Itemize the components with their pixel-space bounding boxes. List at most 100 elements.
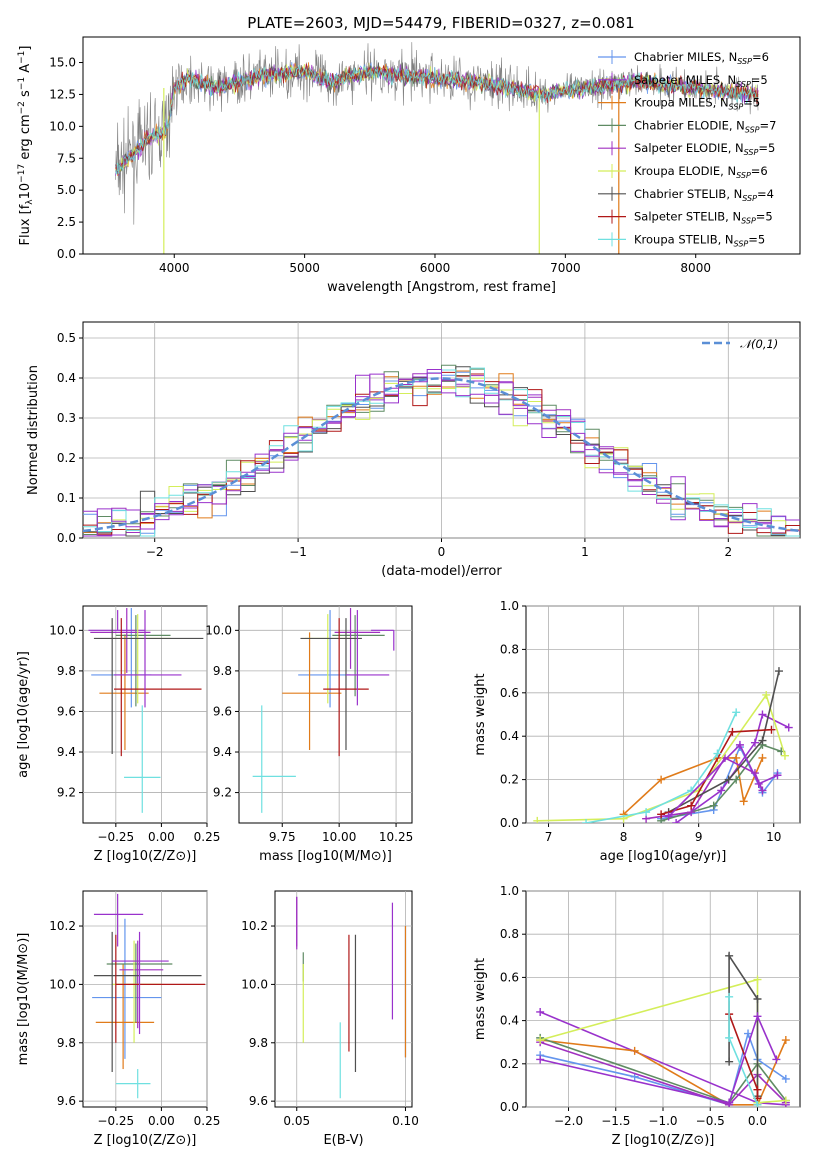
y-tick-label: 9.4 [213,745,232,759]
y-tick-label: 9.8 [57,664,76,678]
y-tick-label: 1.0 [500,599,519,613]
age-vs-Z-ylabel: age [log10(age/yr)] [16,651,31,778]
weight-marker [672,819,681,823]
y-tick-label: 9.2 [213,786,232,800]
x-tick-label: 8000 [680,261,711,275]
weight-marker [744,1029,753,1038]
y-tick-label: 9.4 [57,745,76,759]
weight-line [540,1014,778,1104]
weight-line [539,1041,787,1106]
x-tick-label: 10.25 [379,830,413,844]
x-tick-label: 0.05 [283,1114,310,1128]
weight-marker [767,725,776,734]
y-tick-label: 0.4 [500,729,519,743]
mass-weight-vs-age-xlabel: age [log10(age/yr)] [600,849,727,864]
x-tick-label: 10 [766,830,781,844]
mass-weight-vs-age-ylabel: mass weight [473,673,488,755]
mass-vs-Z-ylabel: mass [log10(M/M⊙)] [16,933,31,1066]
mass-weight-vs-age-axes: 7 8 9 10 0.0 0.2 0.4 0.6 0.8 1.0 [500,599,800,844]
residuals-axes: −2 −1 0 1 2 0.0 0.1 0.2 0.3 0.4 0.5 [57,322,800,559]
x-tick-label: 0 [438,545,446,559]
x-tick-label: 10.00 [322,830,356,844]
mass-weight-vs-Z-xlabel: Z [log10(Z/Z⊙)] [612,1133,715,1148]
y-tick-label: 1.0 [500,884,519,898]
x-tick-label: −0.5 [696,1114,725,1128]
figure-title: PLATE=2603, MJD=54479, FIBERID=0327, z=0… [247,14,634,32]
y-tick-label: 0.1 [57,491,76,505]
weight-marker [533,816,542,823]
mass-weight-vs-Z-ylabel: mass weight [473,958,488,1040]
weight-line [668,670,780,813]
x-tick-label: −0.25 [97,830,134,844]
weight-marker [750,738,759,747]
x-tick-label: 7 [545,830,553,844]
weight-marker [536,1036,545,1045]
y-tick-label: 0.0 [57,531,76,545]
x-tick-label: 9.75 [269,830,296,844]
x-tick-label: 5000 [289,261,320,275]
y-tick-label: 9.6 [57,704,76,718]
weight-marker [630,1046,639,1055]
x-tick-label: 0.25 [194,830,221,844]
mass-vs-EBV-xlabel: E(B-V) [323,1133,363,1148]
x-tick-label: 8 [620,830,628,844]
residual-histograms [82,364,801,537]
weight-line [540,1030,787,1106]
legend-entry: Chabrier MILES, NSSP=6 [634,50,769,66]
spectrum-frame [82,36,801,255]
weight-marker [735,740,744,749]
mass-vs-Z-axes: −0.25 0.00 0.25 9.6 9.8 10.0 10.2 [49,891,220,1128]
weight-marker [536,1055,545,1064]
x-tick-label: 9 [695,830,703,844]
y-tick-label: 9.8 [213,664,232,678]
weight-marker [781,1036,790,1045]
x-tick-label: 0.00 [148,830,175,844]
age-vs-mass-xlabel: mass [log10(M/M⊙)] [259,849,392,864]
weight-marker [762,690,771,699]
y-tick-label: 0.8 [500,642,519,656]
y-tick-label: 9.6 [213,704,232,718]
x-tick-label: 1 [581,545,589,559]
weight-marker [781,1096,790,1105]
y-tick-label: 9.8 [57,1036,76,1050]
y-tick-label: 0.3 [57,411,76,425]
x-tick-label: −2 [146,545,164,559]
y-tick-label: 0.0 [500,1100,519,1114]
weight-marker [754,779,763,788]
y-tick-label: 0.0 [500,816,519,830]
y-tick-label: 9.6 [249,1094,268,1108]
x-tick-label: 0.0 [748,1114,767,1128]
mass-weight-vs-Z-axes: −2.0 −1.5 −1.0 −0.5 0.0 0.0 0.2 0.4 0.6 0.8 1.0 [500,884,800,1128]
age-vs-mass-axes: 9.75 10.00 10.25 9.2 9.4 9.6 9.8 10.0 [205,606,413,844]
mass-vs-EBV-frame [274,890,413,1108]
weight-marker [657,810,666,819]
legend-entry: Chabrier STELIB, NSSP=4 [634,187,774,203]
weight-marker [642,808,651,817]
weight-marker [732,708,741,717]
weight-marker [773,771,782,780]
y-tick-label: 0.8 [500,927,519,941]
legend-entry: Salpeter STELIB, NSSP=5 [634,210,773,226]
weight-marker [713,749,722,758]
y-tick-label: 0.2 [57,451,76,465]
y-tick-label: 10.0 [49,623,76,637]
y-tick-label: 5.0 [57,183,76,197]
weight-marker [725,1098,734,1107]
x-tick-label: 6000 [420,261,451,275]
weight-marker [582,819,591,823]
weight-marker [758,753,767,762]
residuals-ylabel: Normed distribution [26,365,41,495]
weight-marker [784,723,793,732]
x-tick-label: −1.0 [648,1114,677,1128]
y-tick-label: 7.5 [57,151,76,165]
mass-vs-Z-points [92,893,206,1099]
weight-marker [739,797,748,806]
weight-marker [724,775,733,784]
spectrum-xlabel: wavelength [Angstrom, rest frame] [327,280,556,295]
spectrum-axes: 4000 5000 6000 7000 8000 0.0 2.5 5.0 7.5 10.0 12.5… [49,56,711,275]
y-tick-label: 10.0 [49,977,76,991]
weight-marker [753,1012,762,1021]
weight-marker [732,753,741,762]
mass-vs-Z-xlabel: Z [log10(Z/Z⊙)] [94,1133,197,1148]
